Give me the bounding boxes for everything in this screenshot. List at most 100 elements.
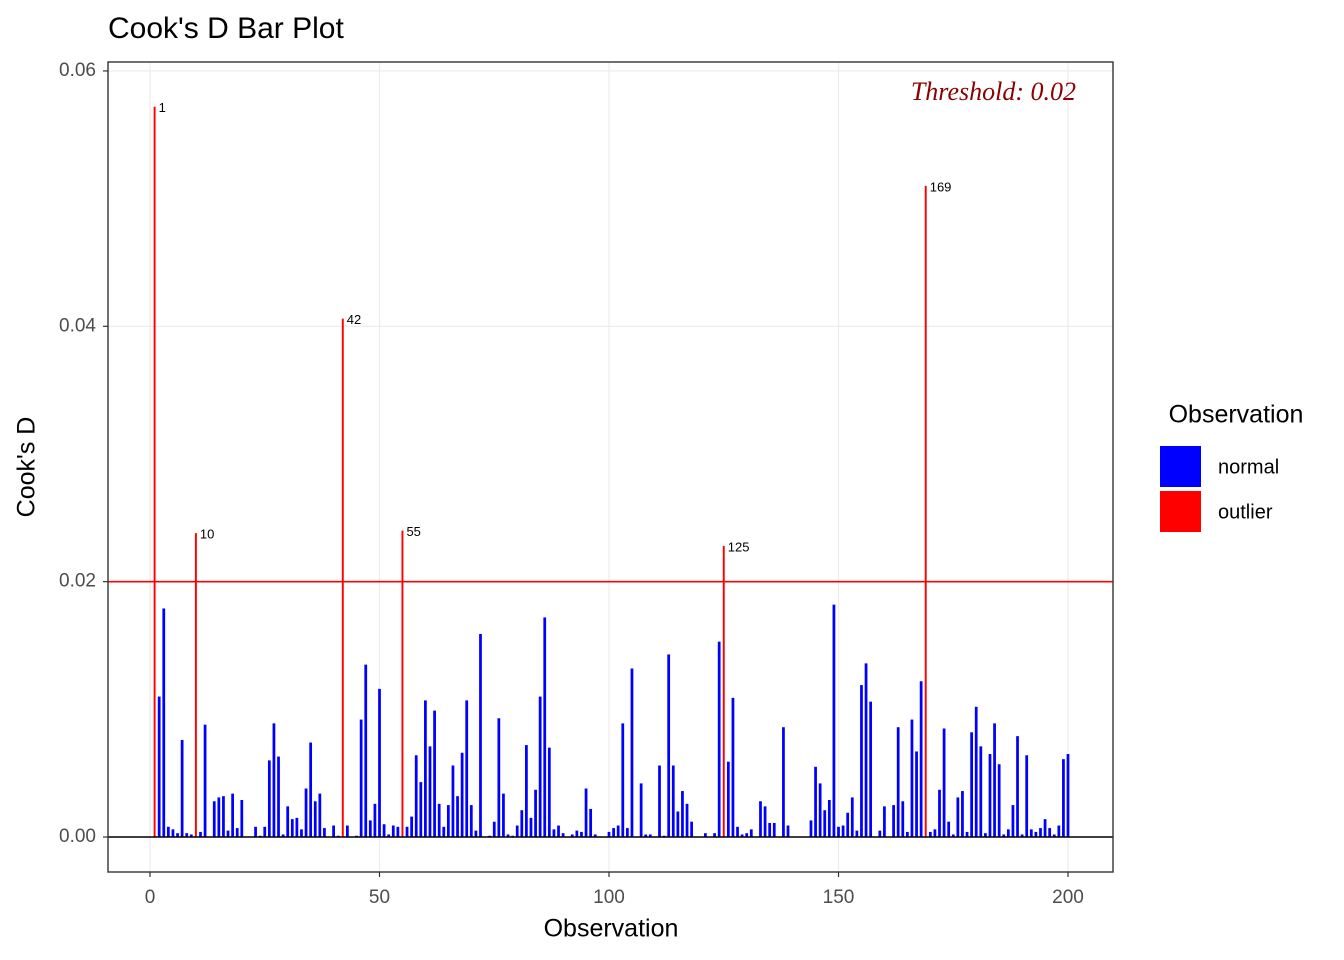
bar: [612, 828, 615, 838]
bar: [1020, 834, 1024, 838]
x-tick-label: 0: [145, 887, 156, 908]
bar: [267, 760, 271, 838]
bar: [740, 834, 744, 838]
bar: [405, 826, 409, 838]
bar: [726, 761, 730, 838]
bar: [938, 789, 941, 838]
bar: [846, 812, 850, 838]
bar: [704, 833, 707, 838]
bar: [717, 641, 721, 838]
bar: [474, 830, 478, 838]
y-tick-label: 0.04: [59, 315, 96, 336]
bar: [850, 797, 854, 838]
bar: [479, 634, 482, 838]
bar: [497, 718, 501, 838]
x-tick-label: 150: [823, 887, 855, 908]
bar: [713, 833, 716, 838]
bar: [373, 803, 377, 838]
bar: [547, 747, 551, 838]
x-tick-label: 50: [369, 887, 390, 908]
bar: [878, 830, 882, 838]
y-tick-label: 0.00: [59, 826, 96, 847]
bar: [189, 834, 193, 838]
bar: [309, 742, 313, 838]
legend-key: [1160, 491, 1201, 532]
bar: [424, 700, 427, 838]
bar: [222, 796, 225, 838]
bar: [749, 829, 753, 838]
bar: [1039, 828, 1042, 838]
bar: [910, 719, 914, 838]
bar: [947, 821, 951, 838]
bar: [359, 719, 363, 838]
x-tick-label: 100: [593, 887, 625, 908]
bar: [442, 826, 446, 838]
bar: [502, 793, 505, 838]
bar: [639, 783, 643, 838]
bar: [469, 805, 473, 838]
bar: [157, 696, 161, 838]
bar: [1029, 829, 1033, 838]
bar: [286, 806, 290, 838]
bar: [180, 739, 184, 838]
bar: [281, 834, 285, 838]
bar: [368, 820, 372, 838]
annotation: Threshold: 0.02: [911, 77, 1076, 106]
bar: [382, 824, 386, 838]
bar: [841, 825, 845, 838]
bar: [860, 685, 863, 838]
bar: [759, 801, 762, 838]
bar: [506, 834, 510, 838]
bar: [263, 826, 267, 838]
bar: [648, 834, 652, 838]
bar: [226, 830, 230, 838]
bar: [768, 822, 772, 838]
bar: [979, 746, 983, 838]
bar: [194, 533, 197, 838]
chart-title: Cook's D Bar Plot: [108, 12, 344, 45]
bar: [823, 810, 827, 838]
bar: [387, 834, 391, 838]
bar: [341, 318, 344, 838]
bar: [212, 801, 216, 838]
bar: [621, 723, 625, 838]
bar: [525, 745, 528, 838]
bar: [433, 710, 436, 838]
bar: [414, 755, 418, 838]
bar: [290, 819, 294, 838]
bar: [584, 788, 588, 838]
bar: [832, 604, 836, 838]
bar: [332, 825, 335, 838]
bar: [171, 829, 175, 838]
bar: [1016, 736, 1019, 838]
bar: [671, 765, 675, 838]
bar: [1006, 829, 1010, 838]
bar: [745, 833, 749, 838]
bar: [561, 833, 565, 838]
bar: [782, 727, 785, 838]
bar: [961, 791, 964, 838]
bar: [625, 828, 629, 838]
bar: [1066, 754, 1070, 838]
bar: [465, 700, 469, 838]
bar: [295, 817, 299, 838]
bar: [607, 831, 611, 838]
bar: [681, 791, 684, 838]
bar: [451, 765, 455, 838]
bar: [984, 833, 987, 838]
bar-label: 1: [159, 100, 166, 115]
bar: [235, 828, 239, 838]
bar: [313, 801, 317, 838]
bar: [203, 724, 207, 838]
bar: [300, 829, 303, 838]
bar: [988, 754, 992, 838]
legend-label: outlier: [1218, 501, 1273, 523]
y-tick-label: 0.02: [59, 571, 96, 592]
bar: [419, 782, 423, 838]
bar: [575, 830, 579, 838]
panel-border: [107, 61, 1114, 873]
bar: [837, 826, 840, 838]
y-axis-label: Cook's D: [13, 417, 41, 518]
